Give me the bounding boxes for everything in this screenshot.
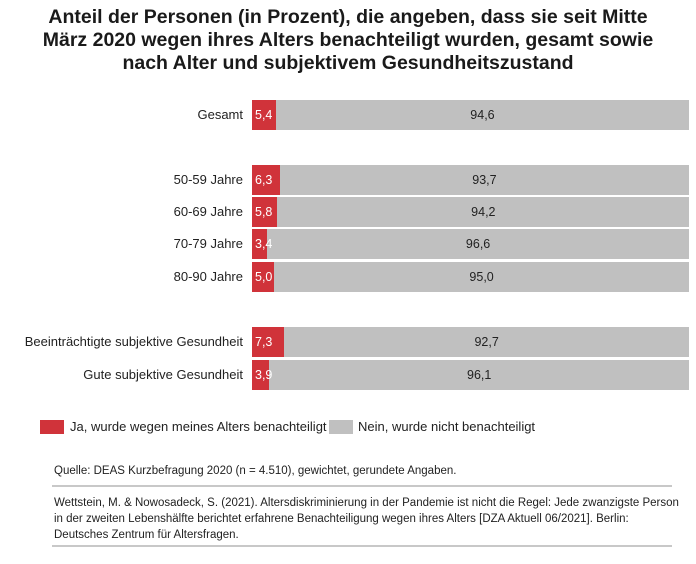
citation-note: Wettstein, M. & Nowosadeck, S. (2021). A… (54, 497, 679, 541)
data-label-nein: 94,2 (471, 205, 496, 219)
data-label-nein: 93,7 (472, 173, 497, 187)
source-note: Quelle: DEAS Kurzbefragung 2020 (n = 4.5… (54, 465, 457, 477)
legend-swatch-ja (40, 420, 64, 434)
bar-ja (252, 327, 284, 357)
category-label: Gesamt (197, 107, 243, 122)
bar-nein (273, 262, 689, 292)
bar-ja (252, 197, 278, 227)
data-label-nein: 92,7 (474, 335, 499, 349)
data-label-nein: 96,6 (465, 237, 491, 251)
data-label-ja: 6,3 (255, 173, 273, 187)
bar-ja (252, 262, 274, 292)
title-line: März 2020 wegen ihres Alters benachteili… (42, 29, 654, 51)
title-line: nach Alter und subjektivem Gesundheitszu… (122, 52, 574, 74)
title-line: Anteil der Personen (in Prozent), die an… (48, 6, 648, 28)
legend-label-nein: Nein, wurde nicht benachteiligt (358, 419, 536, 434)
data-label-nein: 96,1 (467, 368, 492, 382)
divider (52, 485, 672, 487)
data-label-ja: 3,9 (255, 368, 273, 382)
category-label: 50-59 Jahre (173, 172, 243, 187)
legend-swatch-nein (329, 420, 353, 434)
category-label: 80-90 Jahre (173, 269, 243, 284)
data-label-ja: 3,4 (255, 237, 273, 251)
legend-label-ja: Ja, wurde wegen meines Alters benachteil… (70, 419, 327, 434)
divider (52, 545, 672, 547)
bar-ja (252, 165, 280, 195)
bar-nein (275, 100, 689, 130)
category-label: Gute subjektive Gesundheit (83, 367, 243, 382)
bar-nein (283, 327, 689, 357)
bar-ja (252, 100, 276, 130)
category-label: 70-79 Jahre (173, 236, 243, 251)
bar-nein (266, 229, 689, 259)
category-label: Beeinträchtigte subjektive Gesundheit (24, 334, 243, 349)
bar-ja (252, 229, 267, 259)
chart-title: Anteil der Personen (in Prozent), die an… (0, 6, 696, 75)
data-label-ja: 5,4 (255, 108, 273, 122)
data-label-nein: 94,6 (470, 108, 495, 122)
bar-nein (269, 360, 689, 390)
data-label-ja: 7,3 (255, 335, 273, 349)
bar-ja (252, 360, 270, 390)
category-label: 60-69 Jahre (173, 204, 243, 219)
bar-nein (279, 165, 689, 195)
data-label-nein: 95,0 (469, 270, 494, 284)
bar-nein (277, 197, 689, 227)
data-label-ja: 5,8 (255, 205, 273, 219)
data-label-ja: 5,0 (255, 270, 273, 284)
